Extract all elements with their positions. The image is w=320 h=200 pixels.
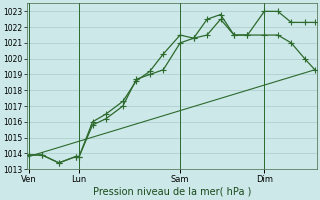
X-axis label: Pression niveau de la mer( hPa ): Pression niveau de la mer( hPa ) xyxy=(92,187,251,197)
